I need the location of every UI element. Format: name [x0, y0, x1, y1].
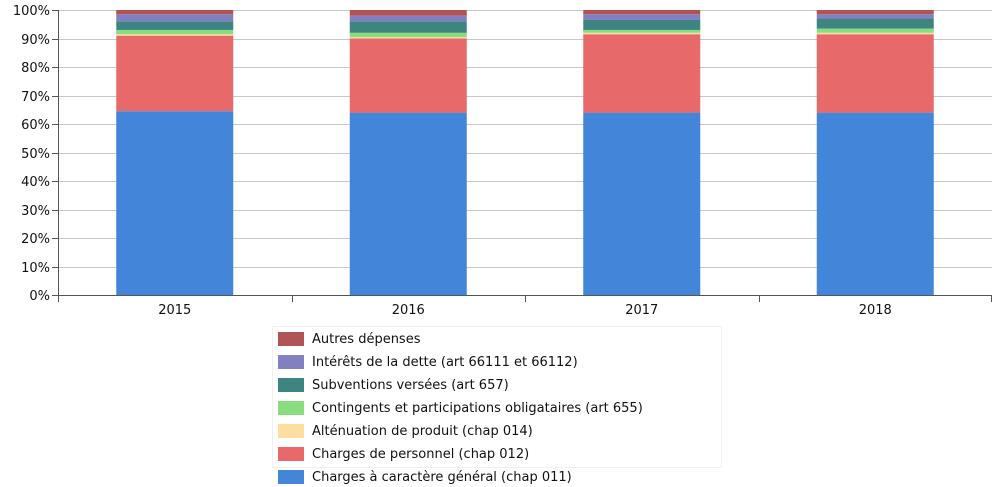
bar-segment — [116, 111, 234, 295]
legend-swatch — [278, 378, 304, 392]
legend-label: Alténuation de produit (chap 014) — [312, 423, 533, 439]
stacked-bar-chart: 0% 10% 20% 30% 40% 50% 60% 70% 80% 90% 100% 2015 201… — [13, 4, 992, 318]
y-tick-label: 70% — [21, 90, 50, 105]
y-tick-label: 60% — [21, 118, 50, 133]
x-tick-label: 2015 — [158, 303, 191, 318]
bar-segment — [816, 14, 934, 19]
legend-swatch — [278, 470, 304, 484]
bar-segment — [349, 38, 467, 113]
legend-item: Intérêts de la dette (art 66111 et 66112… — [278, 352, 578, 372]
bar-segment — [816, 32, 934, 35]
y-tick-label: 90% — [21, 33, 50, 48]
bar-segment — [816, 112, 934, 295]
x-tick-label: 2017 — [625, 303, 658, 318]
legend-item: Subventions versées (art 657) — [278, 375, 509, 395]
legend-swatch — [278, 447, 304, 461]
bars — [116, 10, 934, 295]
bar-segment — [349, 21, 467, 33]
bar-segment — [116, 21, 234, 30]
legend-label: Charges à caractère général (chap 011) — [312, 469, 572, 485]
y-tick-label: 40% — [21, 175, 50, 190]
legend-item: Charges à caractère général (chap 011) — [278, 467, 572, 487]
bar-segment — [816, 28, 934, 33]
bar-segment — [116, 35, 234, 112]
legend-item: Contingents et participations obligatair… — [278, 398, 643, 418]
bar-segment — [583, 34, 701, 113]
bar-segment — [116, 14, 234, 22]
bar-segment — [583, 10, 701, 15]
y-tick-label: 80% — [21, 61, 50, 76]
y-tick-label: 30% — [21, 204, 50, 219]
bar-segment — [349, 112, 467, 295]
bar-segment — [583, 32, 701, 35]
y-tick-label: 10% — [21, 261, 50, 276]
y-tick-label: 100% — [13, 4, 50, 19]
bar-segment — [116, 10, 234, 15]
bar-segment — [583, 112, 701, 295]
legend-label: Charges de personnel (chap 012) — [312, 446, 530, 462]
bar-segment — [583, 19, 701, 30]
legend-label: Contingents et participations obligatair… — [312, 400, 643, 416]
legend-label: Intérêts de la dette (art 66111 et 66112… — [312, 354, 578, 370]
legend-swatch — [278, 424, 304, 438]
legend-item: Autres dépenses — [278, 329, 420, 349]
x-tick-label: 2016 — [392, 303, 425, 318]
y-tick-label: 20% — [21, 232, 50, 247]
legend-label: Autres dépenses — [312, 331, 421, 347]
legend-swatch — [278, 401, 304, 415]
y-tick-label: 0% — [29, 289, 50, 304]
bar-segment — [349, 32, 467, 38]
y-tick-label: 50% — [21, 147, 50, 162]
axes: 0% 10% 20% 30% 40% 50% 60% 70% 80% 90% 100% 2015 201… — [13, 4, 992, 318]
bar-segment — [583, 29, 701, 33]
bar-segment — [349, 37, 467, 39]
legend-swatch — [278, 332, 304, 346]
legend-label: Subventions versées (art 657) — [312, 377, 509, 393]
bar-segment — [349, 15, 467, 22]
bar-segment — [816, 34, 934, 113]
bar-segment — [583, 14, 701, 20]
legend-swatch — [278, 355, 304, 369]
legend-item: Charges de personnel (chap 012) — [278, 444, 529, 464]
bar-segment — [116, 34, 234, 36]
bar-segment — [116, 29, 234, 35]
bar-segment — [349, 10, 467, 16]
bar-segment — [816, 18, 934, 29]
x-tick-label: 2018 — [859, 303, 892, 318]
legend: Autres dépenses Intérêts de la dette (art… — [272, 326, 722, 485]
bar-segment — [816, 10, 934, 15]
legend-item: Alténuation de produit (chap 014) — [278, 421, 533, 441]
